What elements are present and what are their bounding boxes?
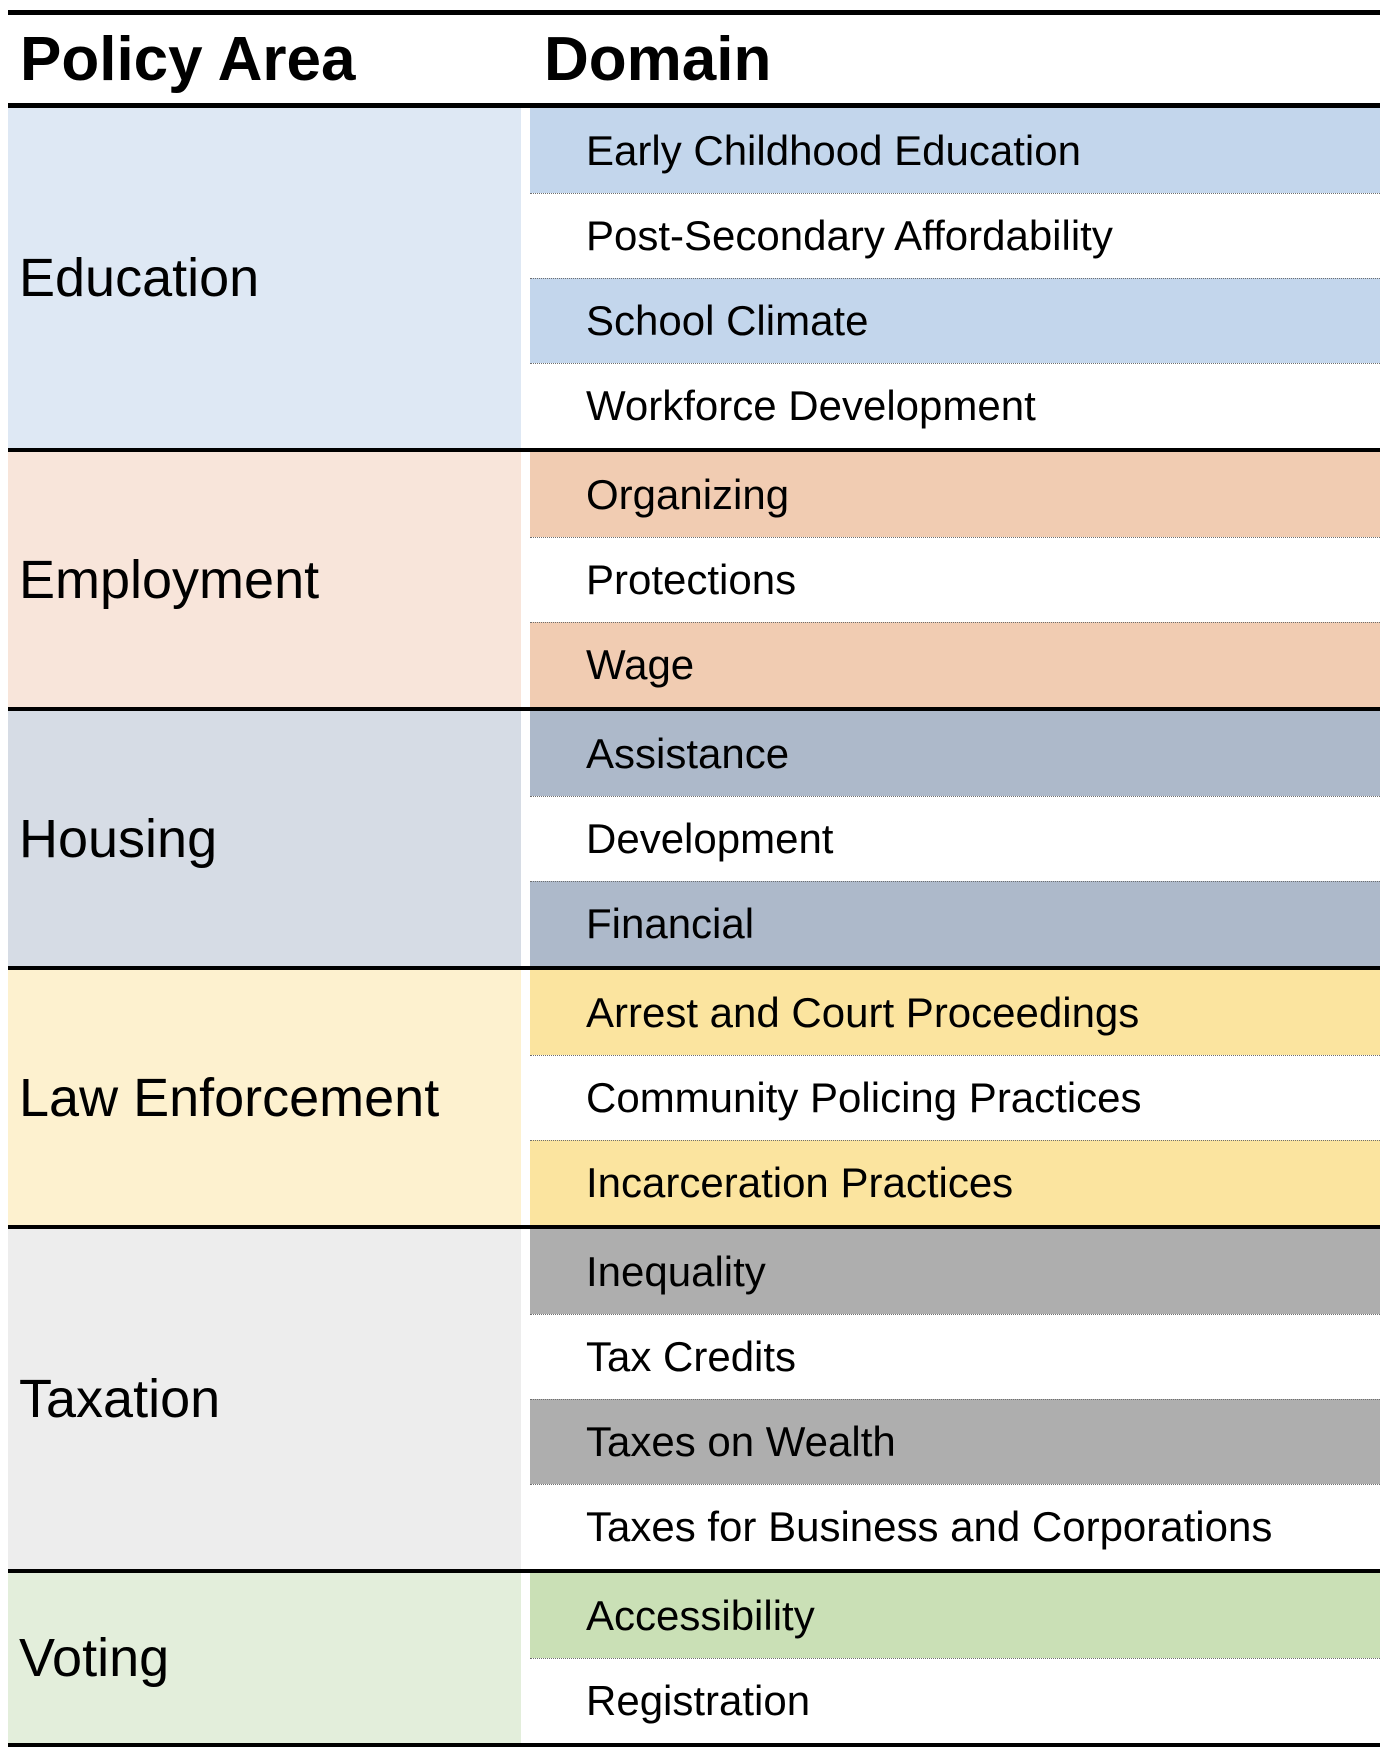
policy-area-cell: Education: [8, 108, 521, 448]
domain-header: Domain: [544, 24, 772, 94]
domain-row: Organizing: [530, 452, 1380, 537]
domain-row: Financial: [530, 881, 1380, 966]
domain-row: Tax Credits: [530, 1314, 1380, 1399]
domain-row: Community Policing Practices: [530, 1055, 1380, 1140]
policy-area-header: Policy Area: [20, 24, 356, 94]
policy-area-cell: Housing: [8, 711, 521, 966]
table-header: Policy Area Domain: [8, 15, 1380, 108]
domain-list: Organizing Protections Wage: [530, 452, 1380, 707]
policy-group-education: Education Early Childhood Education Post-S…: [8, 108, 1380, 452]
domain-row: Workforce Development: [530, 363, 1380, 448]
policy-group-taxation: Taxation Inequality Tax Credits Taxes on We…: [8, 1229, 1380, 1573]
domain-row: Accessibility: [530, 1573, 1380, 1658]
policy-group-law-enforcement: Law Enforcement Arrest and Court Proceedi…: [8, 970, 1380, 1229]
domain-row: Development: [530, 796, 1380, 881]
policy-group-employment: Employment Organizing Protections Wage: [8, 452, 1380, 711]
domain-row: School Climate: [530, 278, 1380, 363]
domain-row: Post-Secondary Affordability: [530, 193, 1380, 278]
domain-list: Assistance Development Financial: [530, 711, 1380, 966]
table-body: Education Early Childhood Education Post-S…: [8, 108, 1380, 1747]
domain-row: Taxes on Wealth: [530, 1399, 1380, 1484]
domain-row: Protections: [530, 537, 1380, 622]
policy-group-voting: Voting Accessibility Registration: [8, 1573, 1380, 1747]
policy-area-cell: Law Enforcement: [8, 970, 521, 1225]
domain-list: Arrest and Court Proceedings Community Po…: [530, 970, 1380, 1225]
domain-list: Inequality Tax Credits Taxes on Wealth Taxe…: [530, 1229, 1380, 1569]
domain-list: Early Childhood Education Post-Secondary …: [530, 108, 1380, 448]
policy-group-housing: Housing Assistance Development Financial: [8, 711, 1380, 970]
domain-list: Accessibility Registration: [530, 1573, 1380, 1743]
domain-row: Arrest and Court Proceedings: [530, 970, 1380, 1055]
domain-row: Wage: [530, 622, 1380, 707]
domain-row: Early Childhood Education: [530, 108, 1380, 193]
policy-area-cell: Voting: [8, 1573, 521, 1743]
policy-domain-table: Policy Area Domain Education Early Childh…: [8, 10, 1380, 1747]
policy-area-cell: Employment: [8, 452, 521, 707]
domain-row: Assistance: [530, 711, 1380, 796]
domain-row: Registration: [530, 1658, 1380, 1743]
table-top-rule: [8, 10, 1380, 15]
domain-row: Inequality: [530, 1229, 1380, 1314]
domain-row: Incarceration Practices: [530, 1140, 1380, 1225]
domain-row: Taxes for Business and Corporations: [530, 1484, 1380, 1569]
policy-area-cell: Taxation: [8, 1229, 521, 1569]
